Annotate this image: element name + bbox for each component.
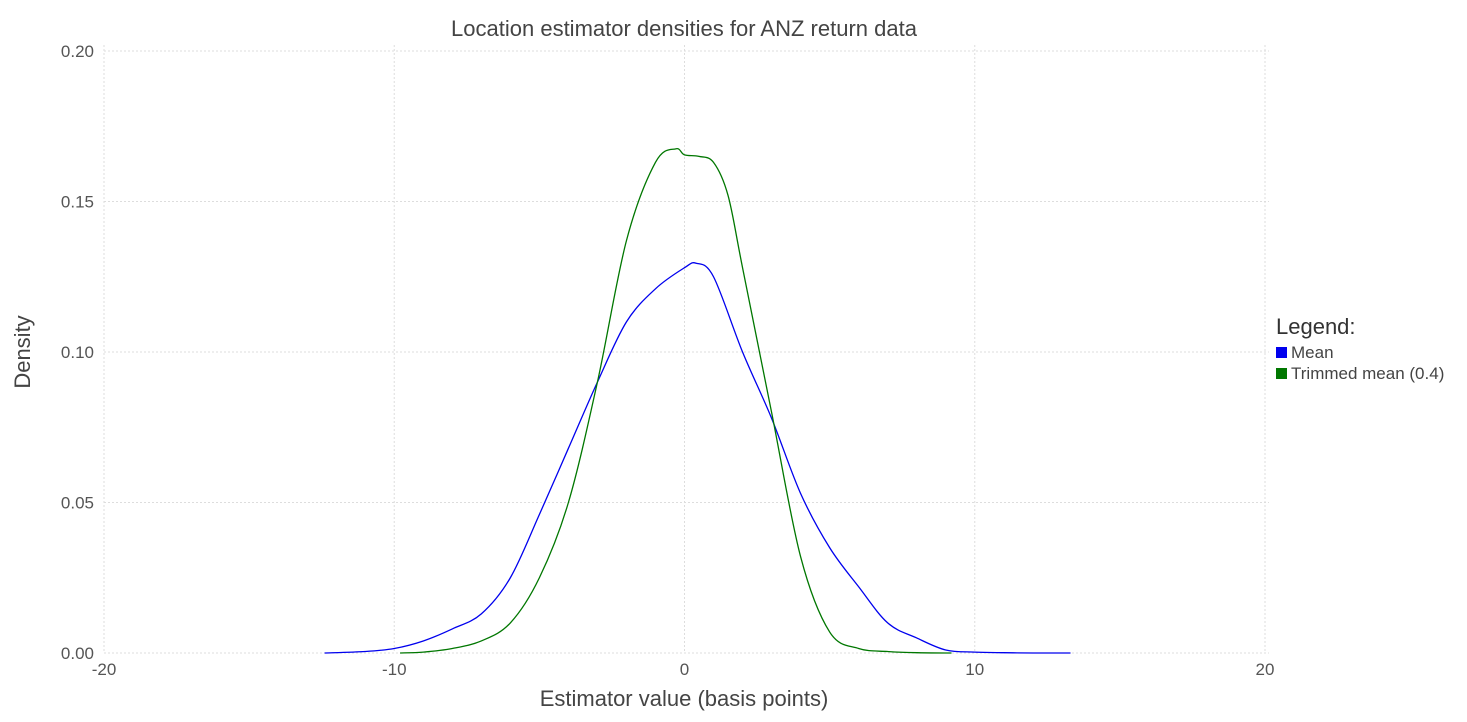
x-tick-label: 10	[965, 660, 984, 679]
legend-label-trimmed-mean: Trimmed mean (0.4)	[1291, 363, 1445, 383]
series-lines	[324, 148, 1071, 654]
series-line-mean	[324, 262, 1071, 654]
x-axis-title: Estimator value (basis points)	[540, 686, 829, 711]
y-tick-label: 0.20	[61, 42, 94, 61]
x-tick-label: -20	[92, 660, 117, 679]
x-tick-label: -10	[382, 660, 407, 679]
legend-swatch-mean	[1276, 347, 1287, 358]
y-tick-label: 0.05	[61, 494, 94, 513]
legend-item-mean[interactable]: Mean	[1276, 342, 1444, 363]
x-tick-label: 20	[1256, 660, 1275, 679]
tick-labels: -20 -10 0 10 20 0.00 0.05 0.10 0.15 0.20	[61, 42, 1275, 679]
legend: Legend: Mean Trimmed mean (0.4)	[1276, 314, 1444, 384]
grid-lines	[103, 45, 1269, 654]
legend-swatch-trimmed-mean	[1276, 368, 1287, 379]
x-tick-label: 0	[680, 660, 689, 679]
legend-title: Legend:	[1276, 314, 1356, 339]
y-tick-label: 0.00	[61, 644, 94, 663]
y-axis-title: Density	[10, 315, 35, 388]
legend-label-mean: Mean	[1291, 342, 1334, 362]
legend-item-trimmed-mean[interactable]: Trimmed mean (0.4)	[1276, 363, 1444, 384]
series-line-trimmed-mean	[400, 148, 952, 654]
chart-title: Location estimator densities for ANZ ret…	[451, 16, 918, 41]
y-tick-label: 0.15	[61, 193, 94, 212]
y-tick-label: 0.10	[61, 343, 94, 362]
